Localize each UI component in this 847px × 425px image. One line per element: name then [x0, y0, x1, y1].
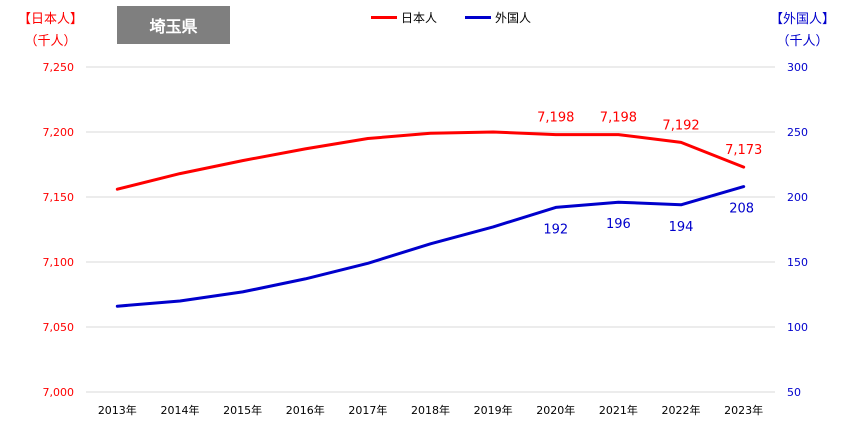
legend-label-foreign: 外国人 [495, 11, 532, 25]
legend-swatch-foreign [465, 16, 491, 19]
right-axis-tick-label: 150 [787, 256, 808, 269]
x-axis-tick-label: 2023年 [724, 403, 763, 417]
left-axis-title: 【日本人】 （千人） [18, 9, 83, 53]
x-axis-tick-label: 2017年 [348, 403, 387, 417]
data-label: 194 [669, 220, 694, 235]
legend-label-japanese: 日本人 [401, 11, 438, 25]
right-axis-title: 【外国人】 （千人） [770, 9, 835, 53]
series-line-foreign [115, 185, 746, 308]
data-label: 7,192 [662, 118, 699, 133]
left-axis-tick-label: 7,050 [43, 321, 75, 334]
left-axis-tick-label: 7,200 [43, 126, 75, 139]
left-axis-tick-label: 7,000 [43, 386, 75, 399]
legend-item-japanese: 日本人 [371, 9, 437, 26]
right-axis-tick-label: 50 [787, 386, 801, 399]
legend-item-foreign: 外国人 [465, 9, 531, 26]
left-axis-title-line2: （千人） [24, 34, 77, 49]
x-axis-tick-label: 2018年 [411, 403, 450, 417]
x-axis-ticks: 2013年 2014年 2015年 2016年 2017年 2018年 2019年 2020年… [98, 403, 763, 417]
right-axis-title-line1: 【外国人】 [770, 12, 836, 27]
x-axis-tick-label: 2013年 [98, 403, 137, 417]
x-axis-tick-label: 2022年 [662, 403, 701, 417]
chart-title: 埼玉県 [117, 6, 230, 44]
x-axis-tick-label: 2021年 [599, 403, 638, 417]
left-axis-title-line1: 【日本人】 [18, 12, 84, 27]
x-axis-tick-label: 2019年 [474, 403, 513, 417]
data-label: 7,173 [725, 143, 762, 158]
data-labels: 7,198 7,198 7,192 7,173 192 196 194 208 [537, 111, 762, 238]
right-axis-tick-label: 100 [787, 321, 808, 334]
left-axis-tick-label: 7,150 [43, 191, 75, 204]
data-label: 208 [729, 202, 754, 217]
x-axis-tick-label: 2016年 [286, 403, 325, 417]
right-axis-ticks: 50 100 150 200 250 300 [787, 61, 808, 399]
left-axis-ticks: 7,000 7,050 7,100 7,150 7,200 7,250 [43, 61, 75, 399]
right-axis-tick-label: 200 [787, 191, 808, 204]
series-line-japanese [115, 130, 746, 191]
left-axis-tick-label: 7,100 [43, 256, 75, 269]
data-label: 196 [606, 217, 631, 232]
x-axis-tick-label: 2014年 [160, 403, 199, 417]
data-label: 192 [543, 222, 568, 237]
legend-swatch-japanese [371, 16, 397, 19]
series-lines [115, 130, 746, 308]
x-axis-tick-label: 2015年 [223, 403, 262, 417]
data-label: 7,198 [537, 111, 574, 126]
right-axis-title-line2: （千人） [776, 34, 829, 49]
left-axis-tick-label: 7,250 [43, 61, 75, 74]
data-label: 7,198 [600, 111, 637, 126]
right-axis-tick-label: 300 [787, 61, 808, 74]
right-axis-tick-label: 250 [787, 126, 808, 139]
x-axis-tick-label: 2020年 [536, 403, 575, 417]
